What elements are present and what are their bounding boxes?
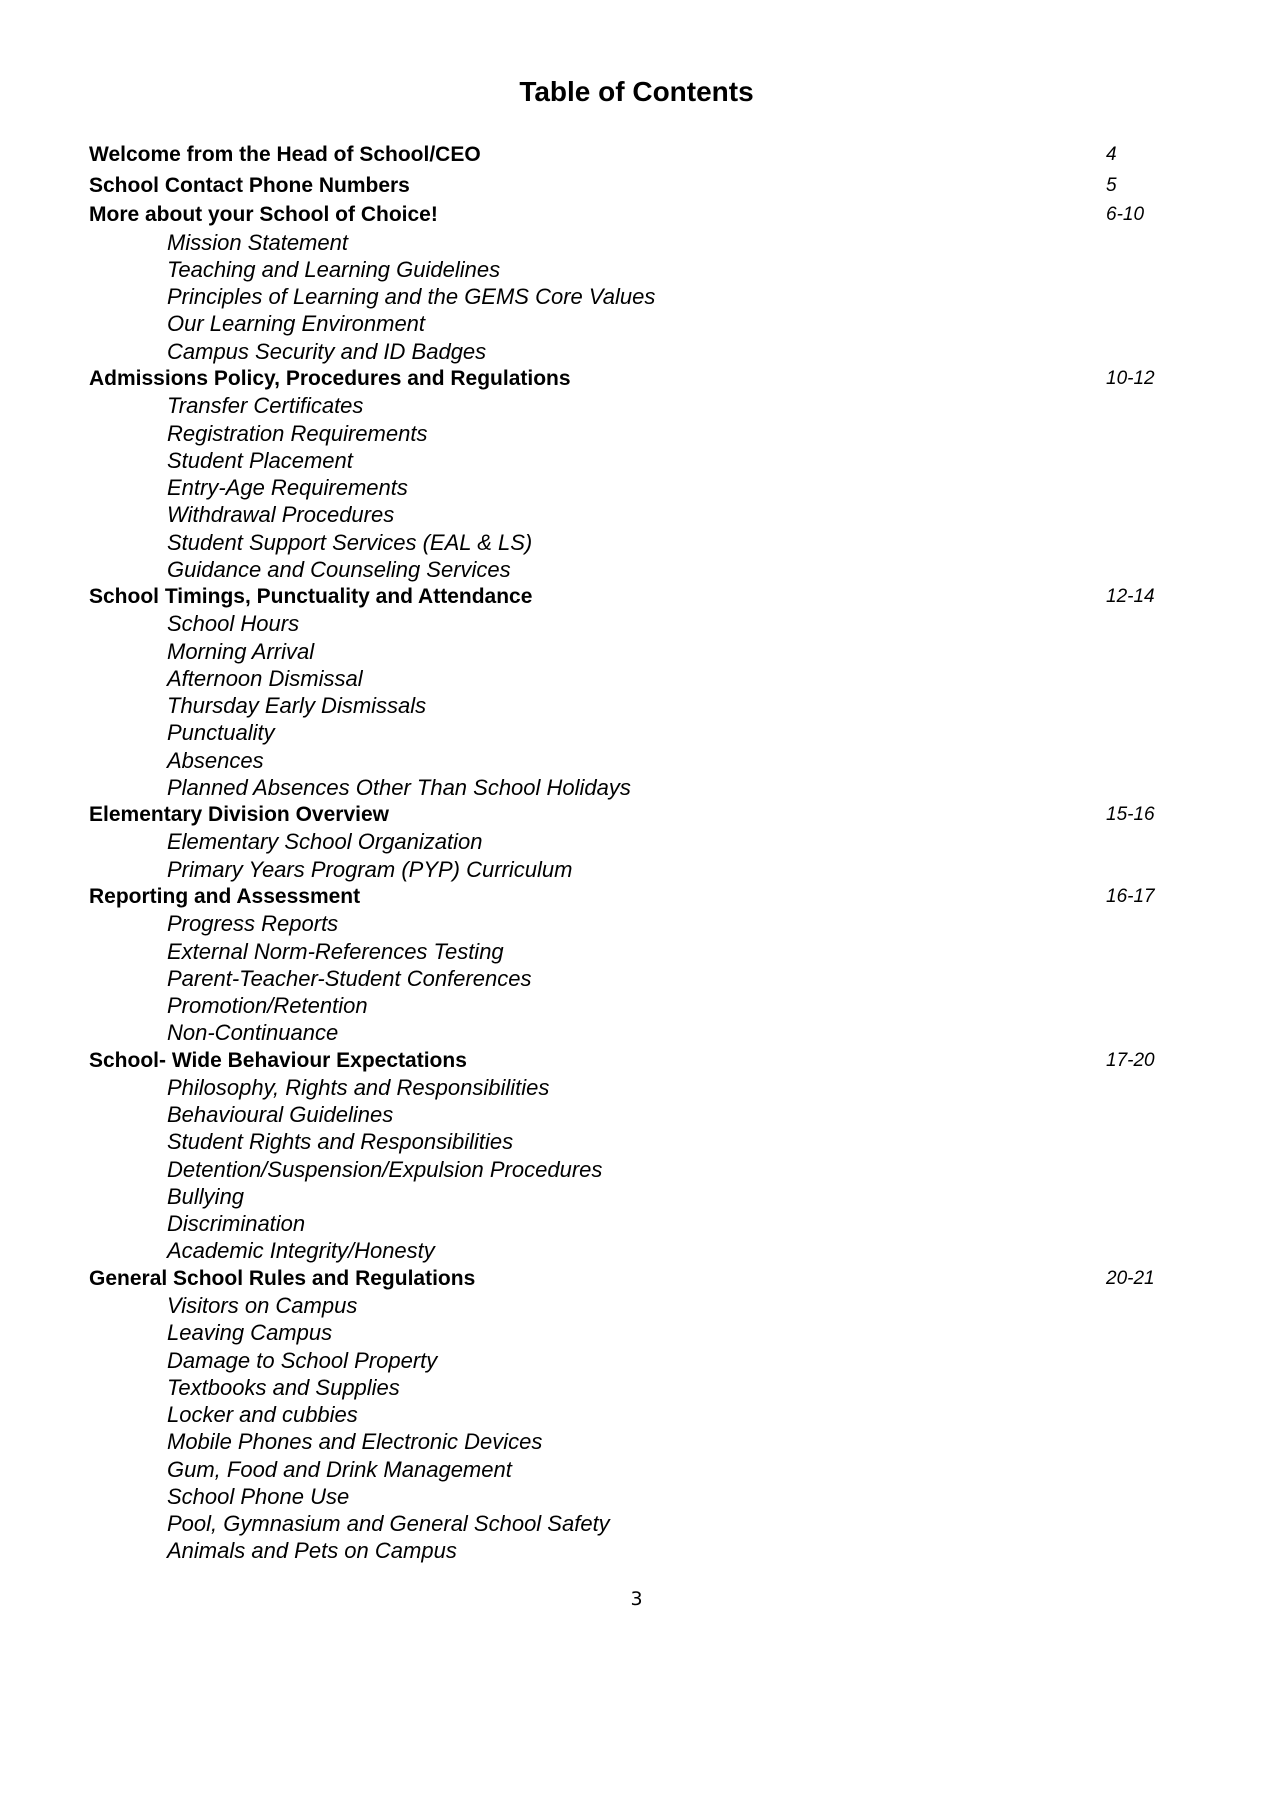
toc-subsection: Visitors on Campus	[167, 1293, 358, 1318]
toc-section: Elementary Division Overview 15-16	[89, 801, 1189, 828]
section-page: 12-14	[1106, 586, 1155, 608]
toc-subsection: Afternoon Dismissal	[167, 665, 363, 691]
section-page: 10-12	[1106, 367, 1155, 389]
toc-subsection: Absences	[167, 747, 264, 773]
toc-subsection: Principles of Learning and the GEMS Core…	[167, 284, 656, 310]
page-number: 3	[630, 1588, 643, 1610]
toc-subsection: Discrimination	[167, 1211, 306, 1237]
toc-subsection: Our Learning Environment	[167, 311, 426, 337]
section-title: School Timings, Punctuality and Attendan…	[89, 585, 533, 609]
toc-subsection: Damage to School Property	[167, 1347, 438, 1373]
toc-subsection: Animals and Pets on Campus	[167, 1538, 457, 1564]
toc-section: School Contact Phone Numbers 5	[89, 170, 1189, 201]
toc-section: More about your School of Choice! 6-10	[89, 201, 1189, 228]
toc-subsection: Transfer Certificates	[167, 393, 364, 419]
section-title: Admissions Policy, Procedures and Regula…	[89, 366, 571, 390]
toc-subsection: Locker and cubbies	[167, 1402, 358, 1428]
toc-subsection: Mission Statement	[167, 229, 348, 255]
section-page: 4	[1106, 144, 1117, 165]
section-title: More about your School of Choice!	[89, 203, 438, 227]
toc-subsection: Registration Requirements	[167, 420, 428, 446]
section-page: 5	[1106, 175, 1117, 197]
toc-subsection: Morning Arrival	[167, 638, 315, 664]
toc-section: General School Rules and Regulations 20-2…	[89, 1265, 1189, 1292]
toc-subsection: Teaching and Learning Guidelines	[167, 256, 501, 282]
toc-subsection: Thursday Early Dismissals	[167, 693, 427, 719]
toc-subsection: Student Placement	[167, 447, 353, 473]
toc-section: School- Wide Behaviour Expectations 17-20	[89, 1047, 1189, 1074]
section-page: 16-17	[1106, 886, 1155, 908]
toc-subsection: Planned Absences Other Than School Holid…	[167, 774, 631, 800]
toc-section: Admissions Policy, Procedures and Regula…	[89, 365, 1189, 392]
toc-subsection: Detention/Suspension/Expulsion Procedure…	[167, 1156, 603, 1182]
toc-subsection: Leaving Campus	[167, 1320, 333, 1346]
toc-subsection: Textbooks and Supplies	[167, 1374, 400, 1400]
toc-section: School Timings, Punctuality and Attendan…	[89, 583, 1189, 610]
section-title: General School Rules and Regulations	[89, 1266, 476, 1290]
toc-subsection: Parent-Teacher-Student Conferences	[167, 965, 532, 991]
toc-subsection: Student Support Services (EAL & LS)	[167, 529, 533, 555]
toc-section: Reporting and Assessment 16-17	[89, 883, 1189, 910]
toc-subsection: Guidance and Counseling Services	[167, 556, 511, 582]
toc-subsection: Progress Reports	[167, 911, 339, 937]
section-page: 15-16	[1106, 804, 1155, 826]
toc-subsection: Withdrawal Procedures	[167, 502, 395, 528]
toc-subsection: Student Rights and Responsibilities	[167, 1129, 514, 1155]
section-page: 17-20	[1106, 1049, 1155, 1071]
toc-subsection: Mobile Phones and Electronic Devices	[167, 1429, 543, 1455]
section-page: 6-10	[1106, 204, 1145, 226]
toc-subsection: Elementary School Organization	[167, 829, 483, 855]
section-title: Elementary Division Overview	[89, 803, 389, 827]
toc-section: Welcome from the Head of School/CEO 4	[89, 139, 1189, 170]
page-title: Table of Contents	[519, 76, 754, 107]
toc-subsection: Behavioural Guidelines	[167, 1102, 394, 1128]
toc-subsection: Non-Continuance	[167, 1020, 339, 1046]
toc-subsection: Pool, Gymnasium and General School Safet…	[167, 1511, 610, 1537]
toc-subsection: Gum, Food and Drink Management	[167, 1456, 512, 1482]
table-of-contents: Welcome from the Head of School/CEO 4 Scho…	[89, 139, 1189, 1565]
toc-subsection: Primary Years Program (PYP) Curriculum	[167, 856, 573, 882]
section-title: School- Wide Behaviour Expectations	[89, 1048, 467, 1072]
toc-subsection: Punctuality	[167, 720, 275, 746]
toc-subsection: Academic Integrity/Honesty	[167, 1238, 435, 1264]
toc-subsection: Bullying	[167, 1183, 245, 1209]
toc-subsection: School Hours	[167, 611, 300, 637]
toc-subsection: External Norm-References Testing	[167, 938, 504, 964]
toc-subsection: Philosophy, Rights and Responsibilities	[167, 1074, 550, 1100]
section-page: 20-21	[1106, 1267, 1155, 1289]
toc-subsection: Campus Security and ID Badges	[167, 338, 487, 364]
section-title: Reporting and Assessment	[89, 885, 361, 909]
toc-subsection: Promotion/Retention	[167, 993, 368, 1019]
section-title: Welcome from the Head of School/CEO	[89, 143, 481, 166]
section-title: School Contact Phone Numbers	[89, 174, 410, 198]
toc-subsection: Entry-Age Requirements	[167, 475, 408, 501]
toc-subsection: School Phone Use	[167, 1483, 350, 1509]
